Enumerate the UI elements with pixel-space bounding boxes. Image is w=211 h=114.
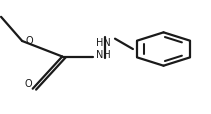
Text: O: O (25, 78, 32, 88)
Text: O: O (26, 36, 34, 45)
Text: NH: NH (96, 49, 111, 59)
Text: HN: HN (96, 37, 111, 47)
